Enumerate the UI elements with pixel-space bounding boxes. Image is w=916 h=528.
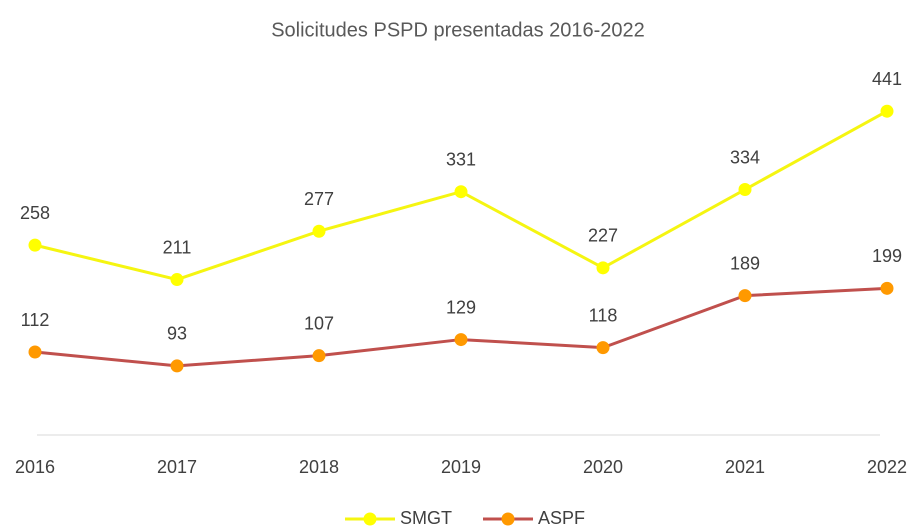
data-label: 211 [163, 237, 192, 257]
point [312, 224, 326, 238]
data-label: 112 [21, 310, 50, 330]
point [596, 341, 610, 355]
data-label: 258 [20, 203, 50, 223]
point [28, 238, 42, 252]
point [312, 349, 326, 363]
data-label: 189 [730, 253, 760, 273]
x-tick-label: 2016 [15, 457, 55, 477]
point [880, 104, 894, 118]
data-label: 107 [304, 313, 334, 333]
x-tick-label: 2018 [299, 457, 339, 477]
legend-label: ASPF [538, 508, 585, 528]
data-label: 118 [589, 305, 618, 325]
point [454, 185, 468, 199]
x-tick-label: 2021 [725, 457, 765, 477]
point [738, 183, 752, 197]
legend-marker [363, 512, 377, 526]
data-label: 199 [872, 246, 902, 266]
point [738, 289, 752, 303]
data-label: 227 [588, 226, 618, 246]
data-label: 334 [730, 147, 760, 167]
data-label: 277 [304, 189, 334, 209]
x-tick-label: 2019 [441, 457, 481, 477]
point [596, 261, 610, 275]
x-tick-label: 2020 [583, 457, 623, 477]
point [28, 345, 42, 359]
point [880, 281, 894, 295]
data-label: 93 [167, 324, 187, 344]
point [454, 333, 468, 347]
point [170, 273, 184, 287]
chart-title: Solicitudes PSPD presentadas 2016-2022 [271, 19, 645, 41]
x-tick-label: 2017 [157, 457, 197, 477]
data-label: 129 [446, 297, 476, 317]
legend-marker [501, 512, 515, 526]
point [170, 359, 184, 373]
x-tick-label: 2022 [867, 457, 907, 477]
data-label: 441 [872, 69, 902, 89]
legend-label: SMGT [400, 508, 452, 528]
data-label: 331 [446, 149, 476, 169]
